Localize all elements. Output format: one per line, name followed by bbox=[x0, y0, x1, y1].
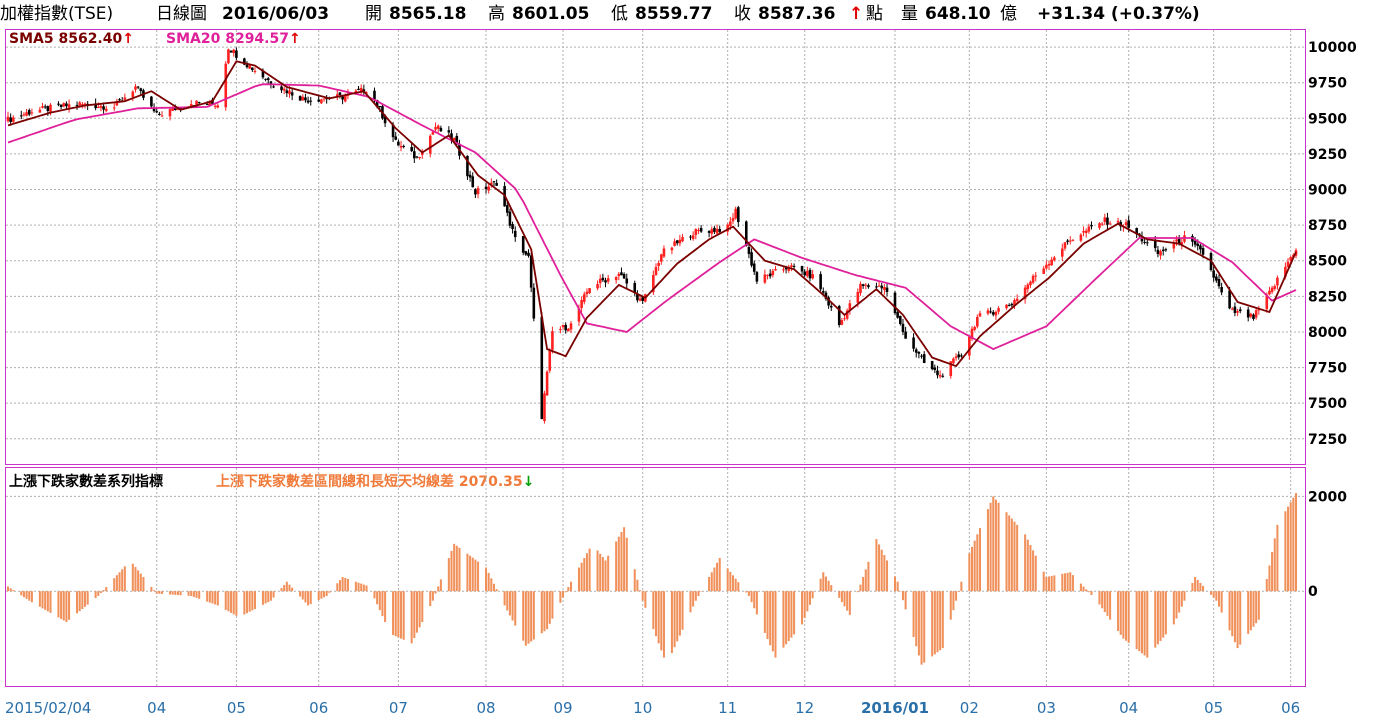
price-tick-label: 8250 bbox=[1308, 289, 1347, 305]
high-value: 8601.05 bbox=[512, 4, 590, 24]
sma20-label: SMA20 8294.57 bbox=[166, 31, 289, 47]
date-tick-label: 2016/01 bbox=[861, 699, 929, 717]
volume-label: 量 bbox=[901, 4, 918, 24]
sma20-legend: SMA20 8294.57↑ bbox=[166, 31, 301, 47]
date-tick-label: 10 bbox=[633, 699, 652, 717]
indicator-series-label: 上漲下跌家數差區間總和長短天均線差 2070.35 bbox=[216, 474, 523, 490]
indicator-down-arrow-icon: ↓ bbox=[522, 474, 535, 490]
date-tick-label: 12 bbox=[795, 699, 814, 717]
quote-header: 加權指數(TSE) 日線圖 2016/06/03 開 8565.18 高 860… bbox=[0, 0, 1374, 28]
indicator-tick-label: 2000 bbox=[1308, 489, 1347, 505]
indicator-tick-label: 0 bbox=[1308, 584, 1318, 600]
price-tick-label: 7250 bbox=[1308, 432, 1347, 448]
close-value: 8587.36 bbox=[758, 4, 836, 24]
date-tick-label: 06 bbox=[1281, 699, 1300, 717]
low-value: 8559.77 bbox=[635, 4, 713, 24]
indicator-legend: 上漲下跌家數差區間總和長短天均線差 2070.35↓ bbox=[216, 471, 534, 491]
date-tick-label: 05 bbox=[1204, 699, 1223, 717]
date-tick-label: 09 bbox=[553, 699, 572, 717]
date-tick-label: 2015/02/04 bbox=[5, 699, 91, 717]
price-tick-label: 9750 bbox=[1308, 76, 1347, 92]
price-chart-panel bbox=[5, 29, 1306, 465]
price-tick-label: 8750 bbox=[1308, 218, 1347, 234]
date-tick-label: 04 bbox=[1119, 699, 1138, 717]
indicator-name: 上漲下跌家數差系列指標 bbox=[9, 474, 163, 490]
change-value: +31.34 (+0.37%) bbox=[1037, 4, 1200, 24]
volume-value: 648.10 bbox=[925, 4, 991, 24]
quote-date: 2016/06/03 bbox=[222, 4, 330, 24]
sma5-legend: SMA5 8562.40↑ bbox=[9, 31, 134, 47]
point-label: 點 bbox=[866, 4, 883, 24]
period-label: 日線圖 bbox=[156, 4, 207, 24]
open-label: 開 bbox=[365, 4, 382, 24]
date-tick-label: 03 bbox=[1037, 699, 1056, 717]
date-tick-label: 08 bbox=[476, 699, 495, 717]
price-tick-label: 10000 bbox=[1308, 40, 1357, 56]
price-tick-label: 8500 bbox=[1308, 254, 1347, 270]
low-label: 低 bbox=[611, 4, 628, 24]
price-tick-label: 9500 bbox=[1308, 111, 1347, 127]
date-tick-label: 02 bbox=[960, 699, 979, 717]
date-tick-label: 05 bbox=[227, 699, 246, 717]
index-title: 加權指數(TSE) bbox=[0, 4, 114, 24]
open-value: 8565.18 bbox=[389, 4, 467, 24]
price-tick-label: 9000 bbox=[1308, 183, 1347, 199]
price-tick-label: 7500 bbox=[1308, 396, 1347, 412]
price-tick-label: 8000 bbox=[1308, 325, 1347, 341]
sma5-label: SMA5 8562.40 bbox=[9, 31, 123, 47]
date-tick-label: 07 bbox=[389, 699, 408, 717]
date-tick-label: 11 bbox=[718, 699, 737, 717]
breadth-indicator-panel bbox=[5, 467, 1306, 687]
volume-unit: 億 bbox=[1000, 4, 1017, 24]
sma5-up-arrow-icon: ↑ bbox=[122, 31, 134, 47]
price-tick-label: 7750 bbox=[1308, 361, 1347, 377]
up-arrow-icon: ↑ bbox=[849, 4, 864, 24]
date-tick-label: 06 bbox=[309, 699, 328, 717]
close-label: 收 bbox=[734, 4, 751, 24]
sma20-up-arrow-icon: ↑ bbox=[288, 31, 301, 47]
high-label: 高 bbox=[488, 4, 505, 24]
price-tick-label: 9250 bbox=[1308, 147, 1347, 163]
date-tick-label: 04 bbox=[147, 699, 166, 717]
